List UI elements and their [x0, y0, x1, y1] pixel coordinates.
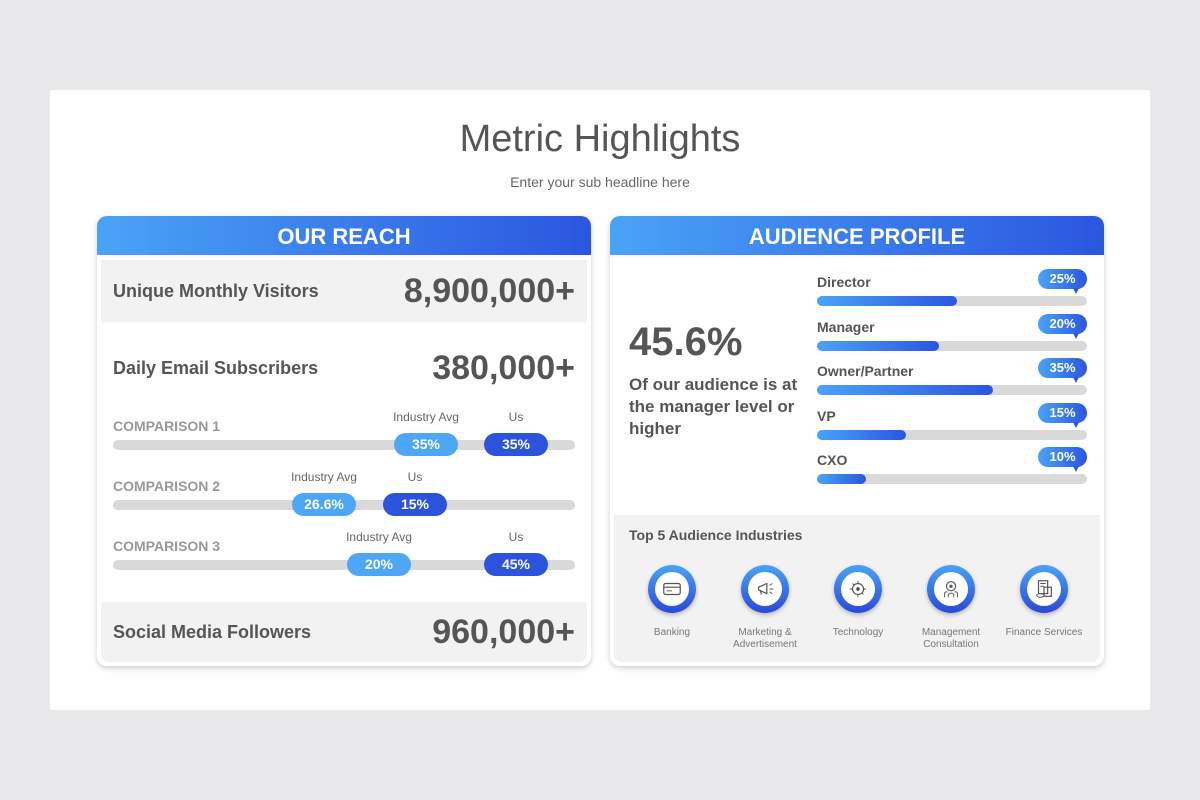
- role-value-badge: 35%: [1038, 358, 1087, 383]
- industry-icon-badge: [648, 565, 696, 613]
- role-value-badge: 10%: [1038, 447, 1087, 472]
- our-reach-card: OUR REACH Unique Monthly Visitors 8,900,…: [97, 216, 591, 666]
- role-fill: [817, 385, 993, 395]
- industry-caption: Industry Avg: [291, 470, 357, 484]
- industry-caption: Industry Avg: [393, 410, 459, 424]
- finance-document-icon: [1036, 580, 1052, 598]
- role-track: [817, 429, 1087, 440]
- us-caption: Us: [407, 470, 423, 484]
- comparison-2: COMPARISON 2 Industry Avg Us 26.6% 15%: [113, 470, 575, 528]
- role-fill: [817, 474, 866, 484]
- role-label: Owner/Partner: [817, 363, 914, 379]
- visitors-row: Unique Monthly Visitors 8,900,000+: [101, 260, 587, 322]
- role-track: [817, 340, 1087, 351]
- metric-value: 380,000+: [432, 348, 575, 387]
- card-header: OUR REACH: [97, 216, 591, 255]
- industry-label: Finance Services: [1005, 627, 1083, 638]
- industries-title: Top 5 Audience Industries: [629, 527, 803, 543]
- page-title: Metric Highlights: [459, 118, 741, 160]
- us-caption: Us: [508, 530, 524, 544]
- industry-label: Technology: [832, 627, 884, 638]
- role-bar-cxo: CXO 10%: [817, 447, 1087, 492]
- role-track: [817, 474, 1087, 484]
- role-track: [817, 296, 1087, 306]
- industry-item: Technology: [813, 565, 903, 639]
- us-pill: 15%: [383, 493, 447, 516]
- industry-pill: 26.6%: [292, 493, 356, 516]
- industry-pill: 20%: [347, 553, 411, 576]
- role-fill: [817, 429, 907, 440]
- metric-value: 8,900,000+: [403, 271, 575, 310]
- role-bar-vp: VP 15%: [817, 402, 1087, 448]
- us-caption: Us: [508, 410, 524, 424]
- industry-icon-badge: [927, 565, 975, 613]
- social-row: Social Media Followers 960,000+: [101, 602, 587, 662]
- industry-item: Marketing & Advertisement: [720, 565, 810, 651]
- metric-label: Daily Email Subscribers: [113, 357, 319, 378]
- industry-caption: Industry Avg: [346, 530, 412, 544]
- role-value-badge: 25%: [1038, 269, 1087, 294]
- comparison-1: COMPARISON 1 Industry Avg Us 35% 35%: [113, 410, 575, 468]
- audience-profile-card: AUDIENCE PROFILE 45.6% Of our audience i…: [610, 216, 1104, 666]
- role-bar-manager: Manager 20%: [817, 313, 1087, 359]
- role-label: CXO: [817, 452, 848, 468]
- slide: Metric Highlights Enter your sub headlin…: [50, 90, 1150, 710]
- metric-label: Unique Monthly Visitors: [113, 280, 319, 301]
- industry-item: Finance Services: [999, 565, 1089, 639]
- us-pill: 35%: [484, 433, 548, 456]
- megaphone-icon: [757, 582, 774, 595]
- us-pill: 45%: [484, 553, 548, 576]
- comparison-track: [113, 440, 575, 450]
- industry-icon-badge: [741, 565, 789, 613]
- industry-pill: 35%: [394, 433, 458, 456]
- gear-people-icon: [944, 581, 958, 598]
- page-subtitle: Enter your sub headline here: [510, 174, 690, 190]
- role-label: VP: [817, 407, 836, 424]
- comparison-label: COMPARISON 1: [113, 418, 221, 434]
- circuit-gear-icon: [849, 580, 867, 598]
- audience-big-value: 45.6%: [629, 320, 743, 364]
- role-value-badge: 20%: [1038, 313, 1087, 339]
- card-header: AUDIENCE PROFILE: [610, 216, 1104, 255]
- role-label: Director: [817, 274, 871, 290]
- role-fill: [817, 340, 939, 351]
- comparison-label: COMPARISON 3: [113, 538, 221, 554]
- audience-big-text: Of our audience is at the manager level …: [629, 375, 798, 438]
- industry-label: Banking: [653, 627, 691, 638]
- email-row: Daily Email Subscribers 380,000+: [101, 338, 587, 398]
- industry-icon-badge: [834, 565, 882, 613]
- comparison-3: COMPARISON 3 Industry Avg Us 20% 45%: [113, 530, 575, 588]
- industry-label: Management Consultation: [921, 627, 981, 650]
- metric-label: Social Media Followers: [113, 621, 312, 642]
- industry-item: Management Consultation: [906, 565, 996, 651]
- role-value-badge: 15%: [1038, 402, 1087, 428]
- industry-label: Marketing & Advertisement: [733, 627, 797, 650]
- industries-panel: Top 5 Audience Industries Banking Market…: [614, 515, 1100, 662]
- industry-item: Banking: [627, 565, 717, 639]
- role-label: Manager: [817, 318, 875, 335]
- comparison-label: COMPARISON 2: [113, 478, 221, 494]
- comparison-track: [113, 560, 575, 570]
- role-bar-owner-partner: Owner/Partner 35%: [817, 358, 1087, 403]
- metric-value: 960,000+: [432, 612, 575, 651]
- role-bar-director: Director 25%: [817, 269, 1087, 314]
- industry-icon-badge: [1020, 565, 1068, 613]
- role-track: [817, 385, 1087, 395]
- credit-card-icon: [663, 582, 681, 596]
- role-fill: [817, 296, 958, 306]
